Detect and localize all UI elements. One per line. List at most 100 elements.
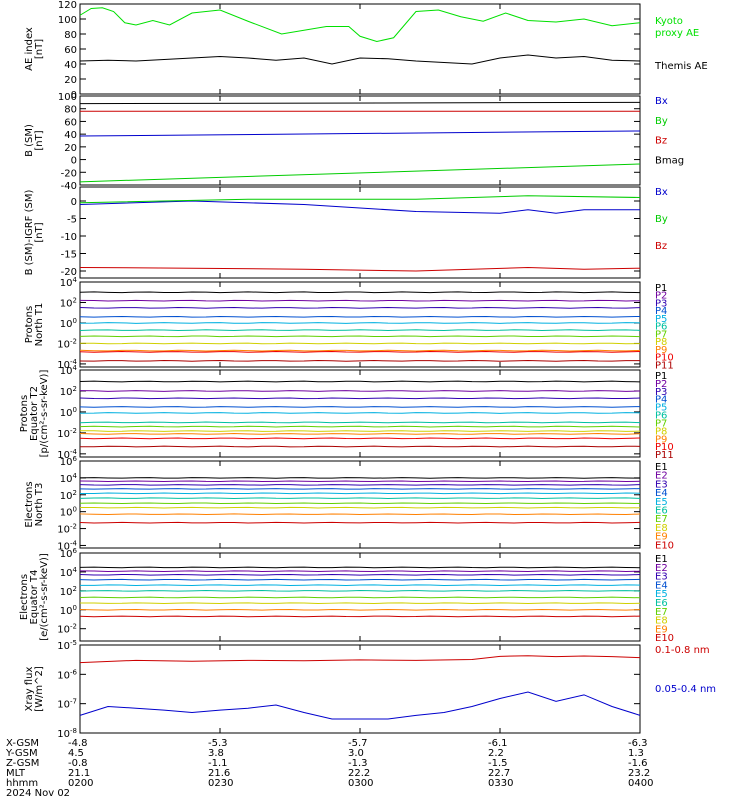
legend-entry: E7 [655,514,668,525]
legend-entry: E9 [655,624,668,635]
ephemeris-value: 21.1 [68,768,90,779]
y-tick-label: 120 [58,0,77,11]
y-axis-label: Protons [19,395,30,432]
ephemeris-value: 3.8 [208,748,224,759]
y-axis-label: Electrons [24,481,35,527]
legend-entry: P7 [655,329,667,340]
series-line-E9 [79,513,641,516]
y-tick-label: 80 [64,30,77,41]
plot-frame [79,644,641,734]
ephemeris-value: -4.8 [68,738,88,749]
ephemeris-value: -0.8 [68,758,88,769]
legend-entry: Bx [655,187,668,198]
series-line-E7 [79,502,641,505]
ephemeris-row-label: Y-GSM [5,748,38,759]
y-tick-label: -5 [67,215,77,226]
series-line-Themis AE [79,54,641,65]
legend-entry: P5 [655,403,667,414]
legend-entry: By [655,214,668,225]
y-tick-label: 106 [60,547,78,560]
series-line-E3 [79,573,641,576]
legend-entry: P6 [655,411,667,422]
series-line-P9 [79,349,641,352]
y-tick-label: 10-2 [57,623,77,636]
y-axis-label: B (SM) [24,124,35,157]
ephemeris-value: -5.3 [208,738,228,749]
legend-entry: E1 [655,462,668,473]
y-tick-label: 20 [64,143,77,154]
series-line-P11 [79,445,641,448]
series-line-E1 [79,477,641,479]
series-line-0.05-0.4 nm [79,691,641,720]
legend: Bx By Bz Bmag [655,96,684,166]
legend-entry: E6 [655,506,668,517]
series-line-Bmag [79,101,641,105]
y-tick-label: 40 [64,130,77,141]
series-line-By [79,163,641,183]
ephemeris-value: 22.7 [488,768,510,779]
series-line-Bx [79,200,640,214]
series-line-P3 [79,306,641,309]
series-line-E8 [79,602,641,604]
y-axis-label: Equator T2 [29,386,40,441]
plot-frame [79,3,641,95]
legend-entry: P11 [655,360,674,371]
y-axis-label: [nT] [34,222,45,242]
y-tick-label: 10-2 [57,427,77,440]
y-tick-label: -20 [61,168,77,179]
series-line-P10 [79,437,641,440]
series-line-E1 [79,566,641,569]
panel-8: 10-8 10-7 10-6 10-5 Xray flux [W/m^2] 0.1-0.8 … [24,639,716,740]
y-axis-label: Equator T4 [29,570,40,625]
y-axis-label: [W/m^2] [34,666,45,712]
ephemeris-row-label: 2024 Nov 02 [6,788,70,799]
y-axis-label: North T3 [34,483,45,527]
series-line-0.1-0.8 nm [79,655,641,664]
y-tick-label: 104 [60,276,78,289]
legend-entry: P3 [655,298,667,309]
ephemeris-value: 1.3 [628,748,644,759]
y-tick-label: 102 [60,489,77,502]
series-line-P7 [79,425,641,428]
y-tick-label: 102 [60,385,77,398]
y-tick-label: -20 [61,267,77,278]
y-tick-label: 106 [60,455,78,468]
ephemeris-value: -6.3 [628,738,648,749]
ephemeris-value: 0200 [68,778,93,789]
series-line-E4 [79,578,641,581]
ephemeris-value: 3.0 [348,748,364,759]
legend-entry: By [655,116,668,127]
legend-entry: Themis AE [654,61,708,72]
y-tick-label: 80 [64,105,77,116]
ephemeris-value: 22.2 [348,768,370,779]
legend-entry: E8 [655,616,668,627]
series-line-Bx [79,130,641,137]
legend: 0.1-0.8 nm 0.05-0.4 nm [655,645,716,695]
series-line-P9 [79,433,641,435]
y-tick-label: 10-8 [57,727,77,740]
y-tick-label: 10-7 [57,698,77,711]
y-axis-label: North T1 [34,303,45,347]
legend-entry: P6 [655,322,667,333]
ephemeris-value: -6.1 [488,738,508,749]
y-tick-label: 104 [60,472,78,485]
y-tick-label: 10-6 [57,668,77,681]
legend-entry: E3 [655,572,668,583]
y-tick-label: 0 [71,197,77,208]
legend-entry: E2 [655,563,668,574]
series-line-E3 [79,484,641,486]
y-tick-label: 104 [60,364,78,377]
series-line-E10 [79,615,641,618]
legend-entry: E7 [655,607,668,618]
panel-5: 10-4 10-2 100 102 104 Protons Equator T2 [p/(cm… [19,364,674,461]
ephemeris-value: 0330 [488,778,513,789]
ephemeris-value: -1.5 [488,758,508,769]
series-line-P1 [79,291,641,294]
legend-entry: P2 [655,291,667,302]
legend-entry: E4 [655,488,668,499]
ephemeris-value: 23.2 [628,768,650,779]
y-tick-label: 102 [60,585,77,598]
